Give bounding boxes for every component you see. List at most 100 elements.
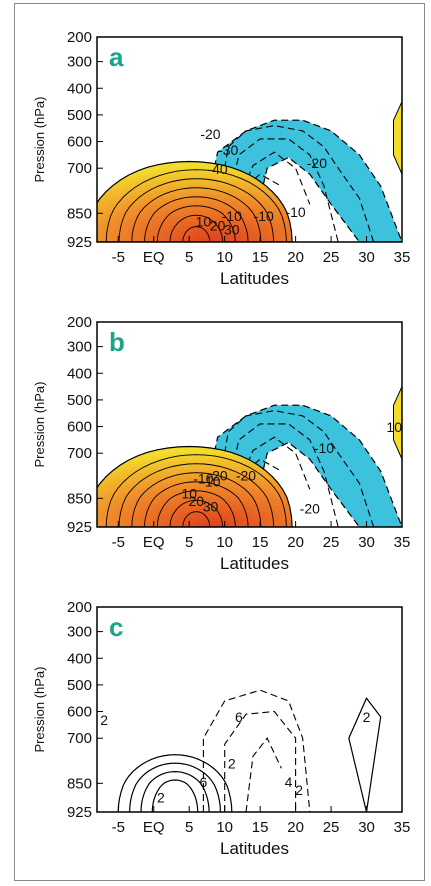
x-tick-label: 35 [394,249,411,266]
positive-contour [118,178,275,242]
y-tick-label: 700 [67,730,92,747]
x-axis-label: Latitudes [220,839,289,858]
axes-box [96,36,403,243]
x-tick-label: 35 [394,534,411,551]
positive-contour [131,187,262,242]
positive-contour [156,205,236,242]
y-tick-label: 300 [67,339,92,356]
y-tick-label: 600 [67,704,92,721]
y-tick-label: 500 [67,677,92,694]
positive-contour [182,226,211,242]
contour-label: -10 [200,473,220,489]
panel-letter: a [109,42,124,72]
x-tick-label: 10 [216,249,233,266]
panel-a: -20-30-40-10-20-10102030-102003004005006… [32,29,410,288]
x-tick-label: 15 [252,249,269,266]
y-tick-label: 925 [67,519,92,536]
contour-label: 2 [100,712,108,728]
y-tick-label: 400 [67,650,92,667]
x-tick-label: 10 [216,534,233,551]
y-tick-label: 700 [67,160,92,177]
y-tick-label: 300 [67,624,92,641]
contour-label: 4 [285,774,293,790]
negative-contour [231,423,339,527]
y-tick-label: 925 [67,234,92,251]
contour-label: 20 [189,493,205,509]
contour-label: 2 [228,755,236,771]
contour-label: 20 [210,218,226,234]
y-tick-label: 200 [67,314,92,331]
contour-label: -20 [207,467,227,483]
y-axis-label: Pression (hPa) [32,97,47,183]
contour-label: 2 [157,789,165,805]
x-axis-label: Latitudes [220,554,289,573]
x-tick-label: 25 [323,819,340,836]
x-tick-label: 30 [358,534,375,551]
x-tick-label: 15 [252,819,269,836]
negative-contour [231,138,339,242]
x-tick-label: EQ [143,819,165,836]
x-axis-label: Latitudes [220,269,289,288]
x-tick-label: 5 [185,534,193,551]
positive-patch [393,386,402,460]
contour-label: -30 [218,142,238,158]
panel-letter: b [109,327,125,357]
x-tick-label: 25 [323,534,340,551]
y-tick-label: 850 [67,205,92,222]
y-tick-label: 600 [67,419,92,436]
x-tick-label: 15 [252,534,269,551]
positive-contour [169,499,223,527]
contour-label: -10 [193,470,213,486]
contour-label: 30 [224,221,240,237]
x-tick-label: 5 [185,249,193,266]
contour-label: 6 [199,774,207,790]
positive-contour [117,754,233,812]
axes-box [96,321,403,528]
x-tick-label: -5 [112,249,125,266]
positive-contour [144,196,249,242]
negative-contour [245,737,282,812]
x-tick-label: EQ [143,249,165,266]
contour-label: -20 [200,126,220,142]
panel-b: -20-20-10-10-20-101020301020030040050060… [32,314,410,573]
positive-contour [131,472,262,527]
positive-contour [182,511,211,527]
negative-contour [202,689,311,812]
y-tick-label: 300 [67,54,92,71]
y-tick-label: 500 [67,107,92,124]
y-tick-label: 925 [67,804,92,821]
x-tick-label: -5 [112,534,125,551]
contour-label: -20 [307,155,327,171]
contour-label: -10 [285,204,305,220]
negative-contour [224,410,375,527]
x-tick-label: 35 [394,819,411,836]
contour-label: 10 [386,419,402,435]
contour-label: 2 [363,709,371,725]
x-tick-label: 5 [185,819,193,836]
positive-contour [156,490,236,527]
x-tick-label: 20 [287,819,304,836]
x-tick-label: 20 [287,534,304,551]
positive-contour [348,697,382,812]
negative-contour [224,710,297,812]
y-tick-label: 850 [67,775,92,792]
positive-contour [151,779,199,812]
contour-label: 10 [181,485,197,501]
x-tick-label: 30 [358,819,375,836]
x-tick-label: 20 [287,249,304,266]
x-tick-label: -5 [112,819,125,836]
negative-contour [224,125,375,242]
y-tick-label: 400 [67,365,92,382]
contour-label: 6 [235,709,243,725]
panel-letter: c [109,612,123,642]
y-tick-label: 200 [67,599,92,616]
x-tick-label: 30 [358,249,375,266]
positive-contour [118,463,275,527]
positive-contour [105,454,287,527]
y-tick-label: 600 [67,134,92,151]
contour-label: -10 [254,208,274,224]
contour-label: -10 [314,440,334,456]
